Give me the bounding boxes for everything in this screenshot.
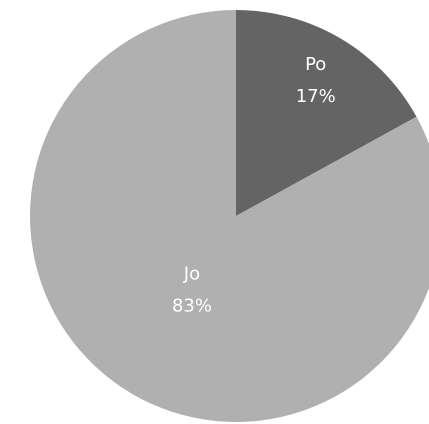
slice-value-label: 83% <box>172 295 212 316</box>
pie-slice <box>236 10 417 216</box>
slice-category-label: Po <box>305 54 326 75</box>
slice-value-label: 17% <box>296 86 336 107</box>
slice-category-label: Jo <box>183 263 200 284</box>
pie-slice <box>30 10 429 422</box>
